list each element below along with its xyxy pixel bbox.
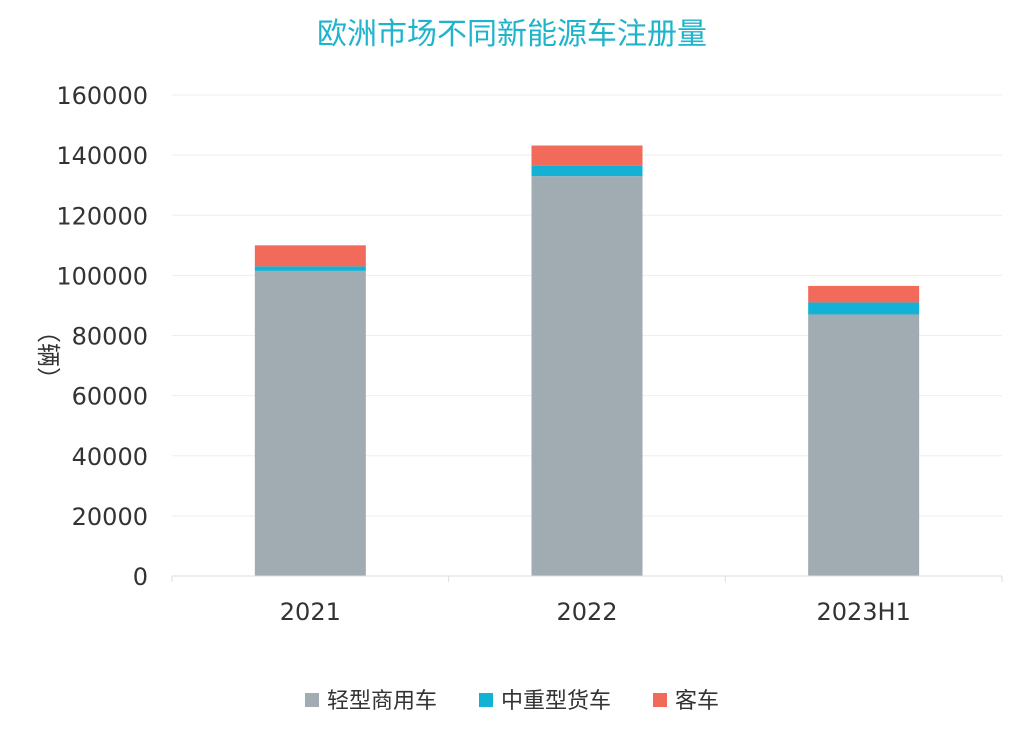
y-tick-label: 100000 <box>56 262 148 290</box>
x-tick-label: 2022 <box>556 598 617 626</box>
y-tick-label: 120000 <box>56 202 148 230</box>
legend-label: 轻型商用车 <box>327 689 437 714</box>
bar-segment-2023H1-2 <box>808 285 920 303</box>
legend: 轻型商用车 中重型货车 客车 <box>304 689 719 714</box>
bars <box>254 145 920 576</box>
y-tick-label: 140000 <box>56 142 148 170</box>
y-tick-label: 40000 <box>72 443 148 471</box>
chart-title: 欧洲市场不同新能源车注册量 <box>317 17 707 52</box>
y-tick-label: 80000 <box>72 323 148 351</box>
bar-segment-2021-1 <box>254 266 366 271</box>
y-tick-label: 0 <box>133 563 148 591</box>
y-tick-label: 60000 <box>72 383 148 411</box>
x-tick-label: 2021 <box>280 598 341 626</box>
bar-segment-2022-1 <box>531 165 643 177</box>
legend-swatch <box>304 693 319 707</box>
axes: 0 20000 40000 60000 80000 100000 120000 140000 1… <box>56 82 1003 626</box>
legend-swatch <box>653 693 668 707</box>
bar-segment-2021-0 <box>254 270 366 576</box>
legend-swatch <box>478 693 493 707</box>
bar-segment-2022-0 <box>531 176 643 576</box>
bar-segment-2023H1-1 <box>808 302 920 315</box>
y-tick-label: 20000 <box>72 503 148 531</box>
bar-segment-2022-2 <box>531 145 643 166</box>
y-axis-label: （辆） <box>34 319 62 391</box>
bar-segment-2023H1-0 <box>808 314 920 576</box>
y-tick-label: 160000 <box>56 82 148 110</box>
x-tick-label: 2023H1 <box>816 598 910 626</box>
bar-segment-2021-2 <box>254 245 366 267</box>
legend-label: 客车 <box>675 689 719 714</box>
legend-label: 中重型货车 <box>501 689 611 714</box>
